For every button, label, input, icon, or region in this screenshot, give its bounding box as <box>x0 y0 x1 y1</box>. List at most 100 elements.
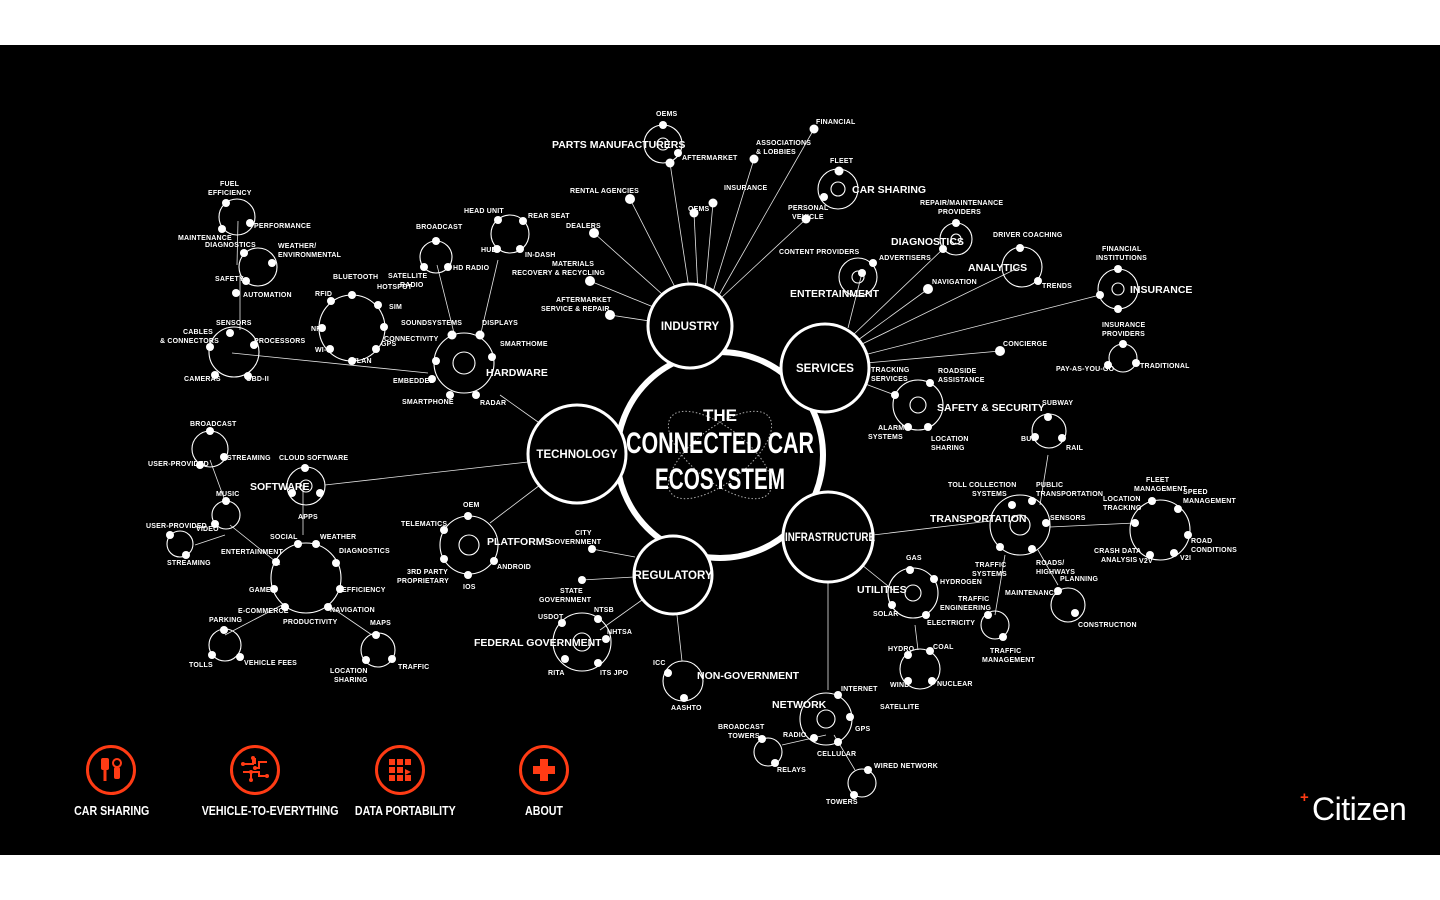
cluster-insurance: INSURANCE <box>1130 284 1192 296</box>
node-label: SENSORS <box>1050 515 1086 522</box>
node-label: CAMERAS <box>184 376 221 383</box>
node-label: CONSTRUCTION <box>1078 622 1137 629</box>
hub-infrastructure[interactable] <box>781 490 875 584</box>
node-label: ROADSIDE <box>938 368 977 375</box>
node-label: HIGHWAYS <box>1036 569 1075 576</box>
node-label: AUTOMATION <box>243 292 292 299</box>
node-label: PAY-AS-YOU-GO <box>1056 366 1115 373</box>
cluster-entertainment: ENTERTAINMENT <box>790 288 880 300</box>
hub-industry-label: INDUSTRY <box>661 321 720 333</box>
node-label: SMARTPHONE <box>402 399 454 406</box>
node-label: TRAFFIC <box>990 648 1021 655</box>
node-label: INSTITUTIONS <box>1096 255 1147 262</box>
inner-rings <box>299 137 1125 729</box>
node-label: GAS <box>906 555 922 562</box>
nav-data-portability[interactable]: DATA PORTABILITY <box>345 745 456 818</box>
node-label: V2V <box>1139 558 1153 565</box>
node-label: BLUETOOTH <box>333 274 378 281</box>
node-label: DEALERS <box>566 223 601 230</box>
node-label: NHTSA <box>607 629 632 636</box>
node-label: ENVIRONMENTAL <box>278 252 342 259</box>
node-label: RELAYS <box>777 767 806 774</box>
node-label: STREAMING <box>227 455 271 462</box>
node-label: PERFORMANCE <box>254 223 311 230</box>
node-label: PARKING <box>209 617 243 624</box>
node-label: NUCLEAR <box>937 681 973 688</box>
node-label: TOWERS <box>728 733 760 740</box>
hub-regulatory[interactable] <box>632 534 714 616</box>
node-label: SYSTEMS <box>972 571 1007 578</box>
node-label: BROADCAST <box>190 421 237 428</box>
data-grid-icon <box>375 745 425 795</box>
node-label: APPS <box>298 514 318 521</box>
nav-car-sharing[interactable]: CAR SHARING <box>66 745 156 818</box>
cluster-non-government: NON-GOVERNMENT <box>697 670 800 682</box>
node-label: GPS <box>855 726 871 733</box>
hubs <box>526 282 875 616</box>
node-label: TOLL COLLECTION <box>948 482 1016 489</box>
node-label: GAMES <box>249 587 276 594</box>
node-label: VEHICLE FEES <box>244 660 297 667</box>
node-label: PROVIDERS <box>1102 331 1145 338</box>
node-label: AFTERMARKET <box>682 155 738 162</box>
node-label: INSURANCE <box>1102 322 1146 329</box>
cluster-diagnostics: DIAGNOSTICS <box>891 236 964 248</box>
node-label: RECOVERY & RECYCLING <box>512 270 605 277</box>
circuit-icon <box>230 745 280 795</box>
node-label: DIAGNOSTICS <box>205 242 256 249</box>
node-label: NAVIGATION <box>932 279 977 286</box>
nav-label: DATA PORTABILITY <box>354 803 456 818</box>
node-labels: OEMS AFTERMARKET FINANCIAL ASSOCIATIONS … <box>146 111 1237 806</box>
node-label: LOCATION <box>931 436 969 443</box>
nav-label: CAR SHARING <box>74 803 150 818</box>
node-label: HEAD UNIT <box>464 208 504 215</box>
nav-label: VEHICLE-TO-EVERYTHING <box>201 803 339 818</box>
node-label: GPS <box>381 341 397 348</box>
node-label: RENTAL AGENCIES <box>570 188 639 195</box>
node-label: AASHTO <box>671 705 702 712</box>
node-label: PERSONAL <box>788 205 829 212</box>
node-label: DISPLAYS <box>482 320 518 327</box>
nav-about[interactable]: ABOUT <box>499 745 589 818</box>
node-label: GOVERNMENT <box>539 597 592 604</box>
node-label: OEM <box>463 502 480 509</box>
node-label: IN-DASH <box>525 252 556 259</box>
node-label: USDOT <box>538 614 564 621</box>
hub-services-label: SERVICES <box>796 363 854 375</box>
node-label: TOLLS <box>189 662 213 669</box>
node-label: USER-PROVIDED <box>146 523 207 530</box>
hub-industry[interactable] <box>646 282 734 370</box>
node-label: SATELLITE <box>388 273 428 280</box>
node-label: ADVERTISERS <box>879 255 931 262</box>
brand-logo[interactable]: + Citizen <box>1296 789 1407 828</box>
brand-mark: + <box>1300 789 1309 806</box>
node-label: DRIVER COACHING <box>993 232 1063 239</box>
node-label: STREAMING <box>167 560 211 567</box>
nav-label: ABOUT <box>525 803 563 818</box>
node-label: MAINTENANCE <box>1005 590 1059 597</box>
hub-technology[interactable] <box>526 403 628 505</box>
hub-services[interactable] <box>779 322 871 414</box>
nav-vehicle-to-everything[interactable]: VEHICLE-TO-EVERYTHING <box>190 745 339 818</box>
node-label: IOS <box>463 584 476 591</box>
cluster-transportation: TRANSPORTATION <box>930 513 1026 525</box>
node-label: TRANSPORTATION <box>1036 491 1103 498</box>
node-label: PROVIDERS <box>938 209 981 216</box>
node-label: RAIL <box>1066 445 1084 452</box>
node-label: BROADCAST <box>718 724 765 731</box>
node-label: EFFICIENCY <box>208 190 252 197</box>
node-label: SENSORS <box>216 320 252 327</box>
node-label: ICC <box>653 660 666 667</box>
node-label: ELECTRICITY <box>927 620 975 627</box>
cluster-federal-government: FEDERAL GOVERNMENT <box>474 637 602 649</box>
node-label: TRAFFIC <box>975 562 1006 569</box>
node-label: CITY <box>575 530 592 537</box>
node-label: RADIO <box>400 282 424 289</box>
hub-technology-label: TECHNOLOGY <box>536 449 617 461</box>
node-label: ALARM <box>878 425 904 432</box>
node-label: OEMS <box>688 206 710 213</box>
cluster-car-sharing: CAR SHARING <box>852 184 926 196</box>
node-label: AFTERMARKET <box>556 297 612 304</box>
node-label: & CONNECTORS <box>160 338 219 345</box>
node-label: WI-FI <box>315 347 333 354</box>
